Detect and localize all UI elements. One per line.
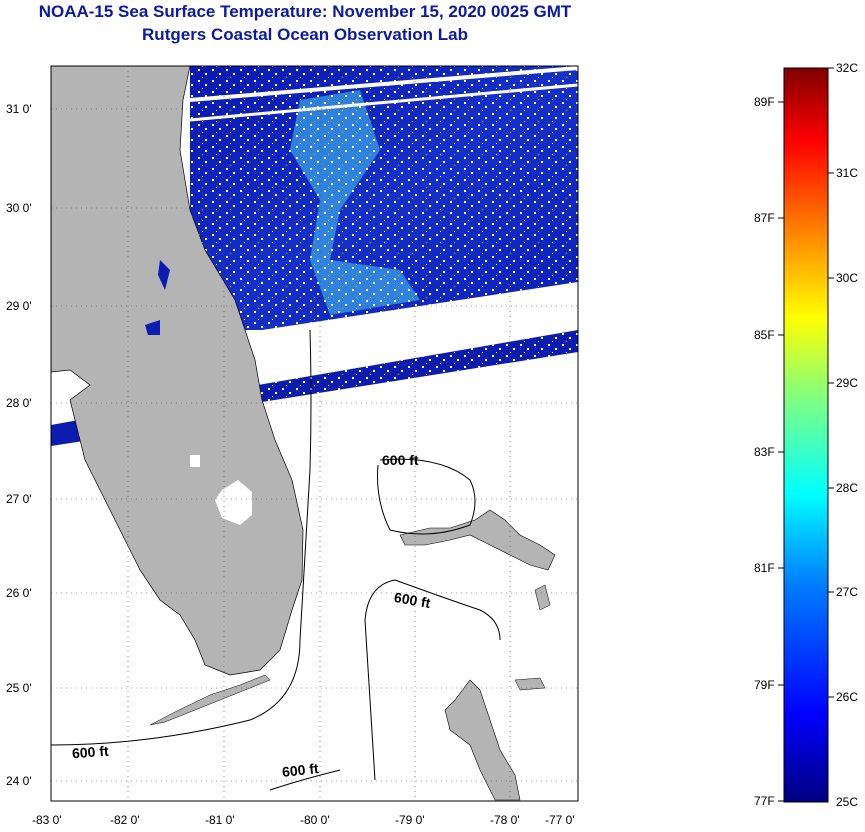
andros-land [444, 679, 521, 801]
map-frame [50, 65, 579, 802]
lon-label-82: -82 0' [110, 813, 140, 827]
florida-keys [149, 674, 271, 726]
lat-label-30: 30 0' [6, 201, 32, 215]
colorbar-f-89: 89F [754, 95, 775, 109]
lat-label-24: 24 0' [6, 774, 32, 788]
colorbar-f-79: 79F [754, 678, 775, 692]
contour-label-west: 600 ft [71, 742, 110, 762]
lon-label-79: -79 0' [395, 813, 425, 827]
lat-label-29: 29 0' [6, 299, 32, 313]
colorbar-ticks [778, 67, 834, 802]
lat-label-31: 31 0' [6, 102, 32, 116]
colorbar-f-81: 81F [754, 561, 775, 575]
lon-label-81: -81 0' [205, 813, 235, 827]
lon-label-77: -77 0' [545, 813, 575, 827]
lat-label-26: 26 0' [6, 586, 32, 600]
contour-600ft-bahamas-south [364, 579, 501, 781]
map-title: NOAA-15 Sea Surface Temperature: Novembe… [38, 2, 572, 21]
contour-label-north: 600 ft [382, 452, 419, 468]
colorbar-c-25: 25C [836, 795, 859, 809]
lon-label-78: -78 0' [490, 813, 520, 827]
colorbar-f-77: 77F [754, 794, 775, 808]
colorbar-c-30: 30C [836, 271, 859, 285]
contour-600ft-south [269, 769, 341, 791]
map-area [51, 66, 578, 801]
contour-600ft-bahamas-north [377, 458, 476, 535]
colorbar-c-29: 29C [836, 376, 859, 390]
colorbar-c-31: 31C [836, 166, 859, 180]
lat-label-27: 27 0' [6, 492, 32, 506]
colorbar-c-32: 32C [836, 61, 859, 75]
colorbar-f-85: 85F [754, 328, 775, 342]
colorbar-f-87: 87F [754, 211, 775, 225]
contour-600ft-florida [51, 329, 312, 746]
lon-label-80: -80 0' [300, 813, 330, 827]
grand-bahama-land [399, 509, 556, 571]
map-subtitle: Rutgers Coastal Ocean Observation Lab [142, 25, 468, 44]
colorbar-c-28: 28C [836, 481, 859, 495]
colorbar-f-83: 83F [754, 445, 775, 459]
colorbar [783, 67, 829, 803]
lat-label-28: 28 0' [6, 396, 32, 410]
colorbar-c-26: 26C [836, 690, 859, 704]
lon-label-83: -83 0' [32, 813, 62, 827]
colorbar-c-27: 27C [836, 585, 859, 599]
lat-label-25: 25 0' [6, 681, 32, 695]
